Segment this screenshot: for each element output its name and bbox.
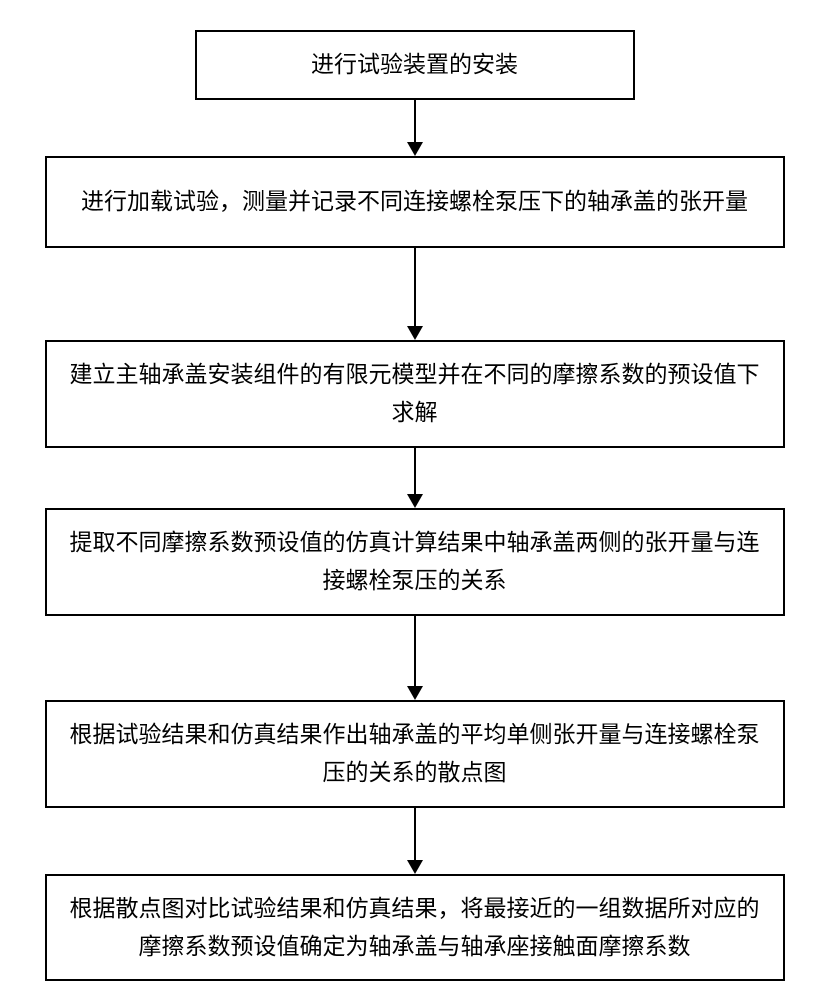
flow-arrow-2 — [407, 248, 423, 340]
arrow-head-icon — [407, 494, 423, 508]
flow-step-5-text: 根据试验结果和仿真结果作出轴承盖的平均单侧张开量与连接螺栓泵压的关系的散点图 — [67, 716, 763, 792]
arrow-head-icon — [407, 860, 423, 874]
arrow-line — [414, 248, 416, 326]
flow-step-2-text: 进行加载试验，测量并记录不同连接螺栓泵压下的轴承盖的张开量 — [81, 183, 748, 221]
flow-step-4: 提取不同摩擦系数预设值的仿真计算结果中轴承盖两侧的张开量与连接螺栓泵压的关系 — [45, 508, 785, 616]
arrow-head-icon — [407, 326, 423, 340]
flowchart-container: 进行试验装置的安装 进行加载试验，测量并记录不同连接螺栓泵压下的轴承盖的张开量 … — [0, 0, 829, 981]
arrow-head-icon — [407, 142, 423, 156]
flow-arrow-3 — [407, 448, 423, 508]
flow-step-4-text: 提取不同摩擦系数预设值的仿真计算结果中轴承盖两侧的张开量与连接螺栓泵压的关系 — [67, 524, 763, 600]
flow-step-3-text: 建立主轴承盖安装组件的有限元模型并在不同的摩擦系数的预设值下求解 — [67, 356, 763, 432]
flow-step-6-text: 根据散点图对比试验结果和仿真结果，将最接近的一组数据所对应的摩擦系数预设值确定为… — [67, 890, 763, 966]
flow-step-1: 进行试验装置的安装 — [195, 30, 635, 100]
arrow-line — [414, 808, 416, 860]
flow-arrow-4 — [407, 616, 423, 700]
flow-step-2: 进行加载试验，测量并记录不同连接螺栓泵压下的轴承盖的张开量 — [45, 156, 785, 248]
flow-arrow-1 — [407, 100, 423, 156]
arrow-line — [414, 100, 416, 142]
flow-step-6: 根据散点图对比试验结果和仿真结果，将最接近的一组数据所对应的摩擦系数预设值确定为… — [45, 874, 785, 982]
arrow-line — [414, 448, 416, 494]
arrow-line — [414, 616, 416, 686]
flow-step-1-text: 进行试验装置的安装 — [311, 46, 518, 84]
flow-step-3: 建立主轴承盖安装组件的有限元模型并在不同的摩擦系数的预设值下求解 — [45, 340, 785, 448]
flow-arrow-5 — [407, 808, 423, 874]
arrow-head-icon — [407, 686, 423, 700]
flow-step-5: 根据试验结果和仿真结果作出轴承盖的平均单侧张开量与连接螺栓泵压的关系的散点图 — [45, 700, 785, 808]
